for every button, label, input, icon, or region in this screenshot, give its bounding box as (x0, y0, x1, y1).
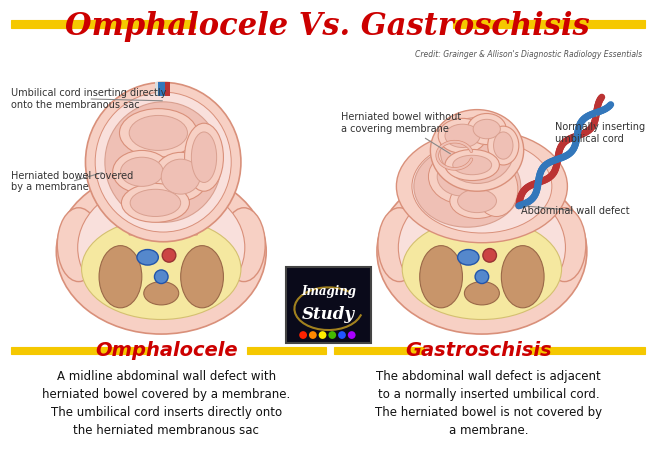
Ellipse shape (348, 331, 355, 339)
Ellipse shape (453, 155, 491, 175)
Ellipse shape (105, 102, 221, 222)
Ellipse shape (488, 126, 519, 165)
Ellipse shape (437, 157, 488, 196)
Ellipse shape (99, 246, 142, 308)
Polygon shape (165, 82, 170, 96)
Ellipse shape (121, 183, 190, 222)
Ellipse shape (378, 208, 421, 282)
Ellipse shape (402, 219, 562, 319)
Ellipse shape (121, 157, 163, 187)
Polygon shape (155, 82, 158, 96)
Ellipse shape (162, 249, 176, 262)
Text: Study: Study (302, 306, 355, 323)
Ellipse shape (493, 132, 513, 159)
Polygon shape (6, 332, 650, 457)
Ellipse shape (328, 331, 336, 339)
Ellipse shape (154, 270, 168, 283)
Ellipse shape (137, 250, 158, 265)
Ellipse shape (483, 249, 497, 262)
Ellipse shape (457, 189, 497, 213)
Ellipse shape (57, 208, 100, 282)
Ellipse shape (467, 113, 506, 144)
FancyBboxPatch shape (286, 267, 371, 343)
Ellipse shape (130, 189, 181, 217)
Ellipse shape (430, 110, 524, 191)
Polygon shape (158, 82, 165, 96)
Ellipse shape (113, 150, 171, 193)
Polygon shape (247, 347, 326, 355)
Ellipse shape (319, 331, 326, 339)
Ellipse shape (309, 331, 317, 339)
Ellipse shape (299, 331, 307, 339)
Ellipse shape (445, 150, 499, 181)
Polygon shape (11, 347, 150, 355)
Ellipse shape (86, 82, 241, 242)
Ellipse shape (78, 181, 245, 313)
Ellipse shape (414, 145, 520, 227)
Ellipse shape (412, 140, 552, 233)
Ellipse shape (396, 130, 568, 243)
Ellipse shape (161, 159, 200, 194)
Ellipse shape (457, 250, 479, 265)
Ellipse shape (95, 92, 231, 232)
Polygon shape (530, 347, 645, 355)
Ellipse shape (501, 246, 544, 308)
Text: Normally inserting
umbilical cord: Normally inserting umbilical cord (555, 115, 645, 144)
Ellipse shape (119, 109, 197, 157)
Text: Abdominal wall defect: Abdominal wall defect (520, 206, 629, 216)
Text: The abdominal wall defect is adjacent
to a normally inserted umbilical cord.
The: The abdominal wall defect is adjacent to… (375, 369, 602, 437)
Ellipse shape (192, 132, 217, 182)
Text: Umbilical cord inserting directly
onto the membranous sac: Umbilical cord inserting directly onto t… (11, 88, 166, 110)
Ellipse shape (428, 150, 497, 204)
Text: Herniated bowel without
a covering membrane: Herniated bowel without a covering membr… (341, 113, 461, 154)
Text: Imaging: Imaging (301, 285, 356, 298)
Polygon shape (125, 191, 202, 235)
Ellipse shape (475, 270, 489, 283)
Ellipse shape (543, 208, 586, 282)
Polygon shape (453, 20, 645, 28)
Ellipse shape (398, 181, 566, 313)
Text: Omphalocele Vs. Gastroschisis: Omphalocele Vs. Gastroschisis (65, 11, 589, 42)
Ellipse shape (56, 169, 266, 334)
Text: Gastroschisis: Gastroschisis (406, 341, 552, 360)
Ellipse shape (181, 246, 223, 308)
Text: Herniated bowel covered
by a membrane: Herniated bowel covered by a membrane (11, 171, 133, 192)
Polygon shape (11, 20, 196, 28)
Ellipse shape (450, 183, 505, 219)
Ellipse shape (223, 208, 265, 282)
Ellipse shape (377, 169, 587, 334)
Ellipse shape (464, 282, 499, 305)
Ellipse shape (420, 246, 463, 308)
Text: Omphalocele: Omphalocele (95, 341, 239, 360)
Ellipse shape (184, 123, 223, 191)
Ellipse shape (153, 152, 208, 201)
Ellipse shape (129, 115, 188, 150)
Ellipse shape (338, 331, 346, 339)
Ellipse shape (82, 219, 241, 319)
Text: A midline abdominal wall defect with
herniated bowel covered by a membrane.
The : A midline abdominal wall defect with her… (42, 369, 290, 437)
Ellipse shape (445, 124, 480, 148)
Ellipse shape (473, 119, 501, 139)
Polygon shape (334, 347, 424, 355)
Ellipse shape (144, 282, 179, 305)
Ellipse shape (475, 162, 518, 217)
Ellipse shape (438, 119, 487, 153)
Ellipse shape (440, 118, 514, 183)
Text: Credit: Grainger & Allison's Diagnostic Radiology Essentials: Credit: Grainger & Allison's Diagnostic … (415, 50, 642, 59)
